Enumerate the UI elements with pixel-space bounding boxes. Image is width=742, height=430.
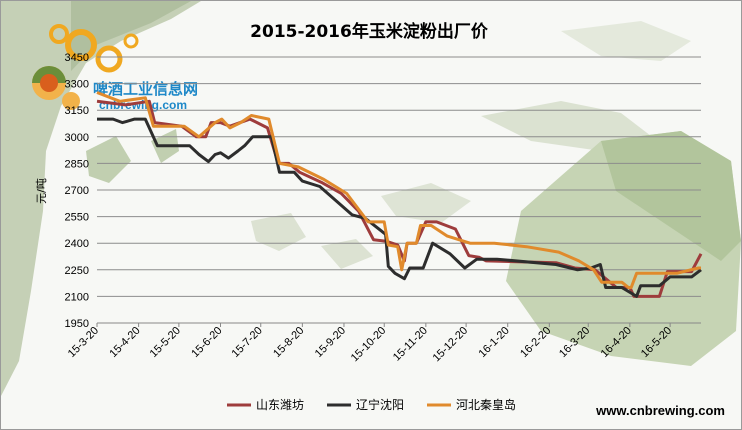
y-tick-label: 2400 (65, 238, 89, 250)
y-tick-label: 3450 (65, 52, 89, 64)
legend-label: 山东潍坊 (256, 397, 304, 412)
legend: 山东潍坊 辽宁沈阳 河北秦皇岛 (227, 397, 516, 412)
y-tick-label: 3000 (65, 132, 89, 144)
y-tick-label: 2100 (65, 291, 89, 303)
y-tick-label: 3300 (65, 79, 89, 91)
logo-brand-text: 啤酒工业信息网 (93, 80, 198, 98)
website-url: www.cnbrewing.com (595, 403, 725, 418)
y-axis-ticks: 1950 2100 2250 2400 2550 2700 2850 3000 3150 3300… (65, 52, 89, 330)
series-lines (96, 91, 703, 298)
y-tick-label: 2550 (65, 212, 89, 224)
y-tick-label: 2850 (65, 158, 89, 170)
chart-title: 2015-2016年玉米淀粉出厂价 (250, 21, 489, 42)
legend-label: 河北秦皇岛 (456, 397, 516, 412)
logo: 啤酒工业信息网 cnbrewing.com (32, 24, 198, 112)
gridlines (97, 56, 701, 324)
y-tick-label: 2700 (65, 185, 89, 197)
series-line-3 (96, 91, 701, 289)
legend-label: 辽宁沈阳 (356, 397, 404, 412)
y-tick-label: 3150 (65, 105, 89, 117)
y-tick-label: 1950 (65, 318, 89, 330)
y-tick-label: 2250 (65, 265, 89, 277)
y-axis-label: 元/吨 (35, 178, 48, 204)
